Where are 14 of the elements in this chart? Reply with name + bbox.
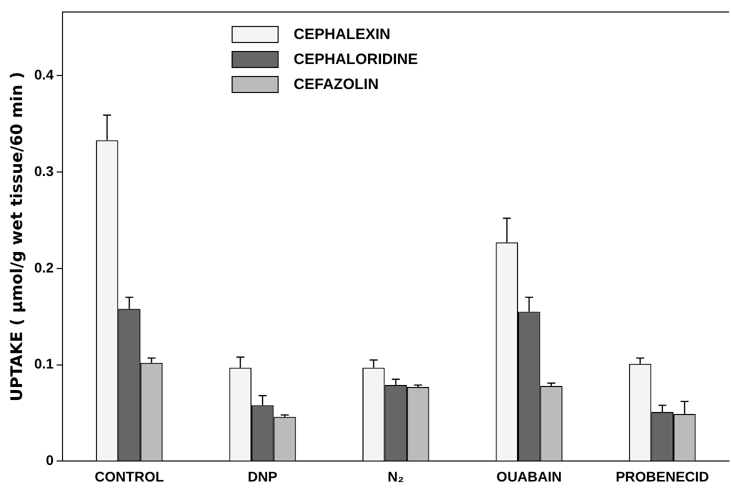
x-tick-label: N₂ [388, 468, 404, 484]
legend-label: CEPHALORIDINE [294, 51, 418, 68]
y-tick-label: 0.2 [34, 259, 54, 276]
legend-label: CEPHALEXIN [294, 26, 390, 44]
y-tick-label: 0.4 [34, 66, 54, 82]
x-tick-label: PROBENECID [616, 468, 710, 484]
x-tick-label: CONTROL [94, 468, 164, 484]
x-tick-label: DNP [248, 468, 278, 484]
y-tick-label: 0.3 [34, 162, 54, 179]
y-tick-label: 0 [46, 452, 54, 468]
x-tick-label: OUABAIN [496, 468, 562, 484]
legend-label: CEFAZOLIN [294, 76, 379, 94]
y-tick-label: 0.1 [34, 356, 54, 372]
y-axis-title: UPTAKE ( μmol/g wet tissue/60 min ) [6, 72, 26, 402]
